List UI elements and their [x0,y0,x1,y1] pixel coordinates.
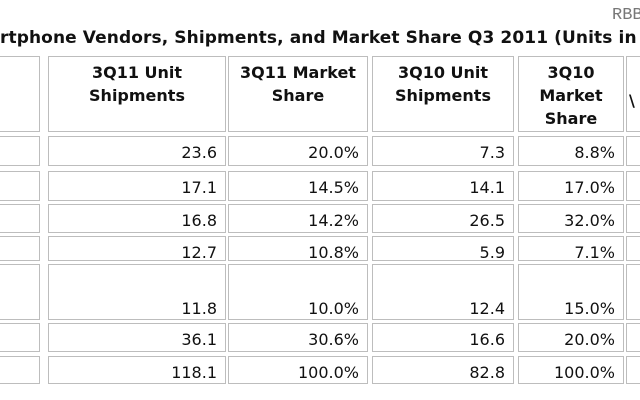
table-cell: 17.0% [518,171,624,201]
table-cell: 100.0% [228,356,368,384]
table-cell: 5.9 [372,236,514,261]
cropped-cell [626,264,640,320]
table-cell: 32.0% [518,204,624,233]
table-cell: 36.1 [48,323,226,352]
table-cell: 7.3 [372,136,514,166]
table-cell: 26.5 [372,204,514,233]
vendor-cell [0,136,40,166]
table-title: rtphone Vendors, Shipments, and Market S… [0,28,637,48]
table-cell: 8.8% [518,136,624,166]
column-header-5: \ [626,56,640,132]
table-cell: 30.6% [228,323,368,352]
table-cell: 12.4 [372,264,514,320]
column-header-4: 3Q10 Market Share [518,56,624,132]
column-header-3: 3Q10 Unit Shipments [372,56,514,132]
table-cell: 82.8 [372,356,514,384]
vendor-cell [0,236,40,261]
table-cell: 16.6 [372,323,514,352]
table-cell: 17.1 [48,171,226,201]
cropped-cell [626,356,640,384]
table-cell: 100.0% [518,356,624,384]
table-cell: 14.1 [372,171,514,201]
table-cell: 23.6 [48,136,226,166]
table-cell: 10.0% [228,264,368,320]
vendor-cell [0,356,40,384]
vendor-cell [0,171,40,201]
cropped-cell [626,323,640,352]
cropped-cell [626,136,640,166]
table-cell: 118.1 [48,356,226,384]
table-cell: 12.7 [48,236,226,261]
table-cell: 14.5% [228,171,368,201]
vendor-cell [0,323,40,352]
cropped-cell [626,171,640,201]
table-cell: 20.0% [228,136,368,166]
table-cell: 14.2% [228,204,368,233]
cropped-cell [626,204,640,233]
table-cell: 10.8% [228,236,368,261]
data-table: 3Q11 Unit Shipments 3Q11 Market Share 3Q10… [0,56,640,386]
vendor-column-header [0,56,40,132]
table-cell: 7.1% [518,236,624,261]
watermark-text: RBB [612,6,640,25]
table-cell: 15.0% [518,264,624,320]
column-header-2: 3Q11 Market Share [228,56,368,132]
cropped-cell [626,236,640,261]
vendor-cell [0,264,40,320]
table-cell: 11.8 [48,264,226,320]
vendor-cell [0,204,40,233]
table-cell: 20.0% [518,323,624,352]
column-header-1: 3Q11 Unit Shipments [48,56,226,132]
table-cell: 16.8 [48,204,226,233]
